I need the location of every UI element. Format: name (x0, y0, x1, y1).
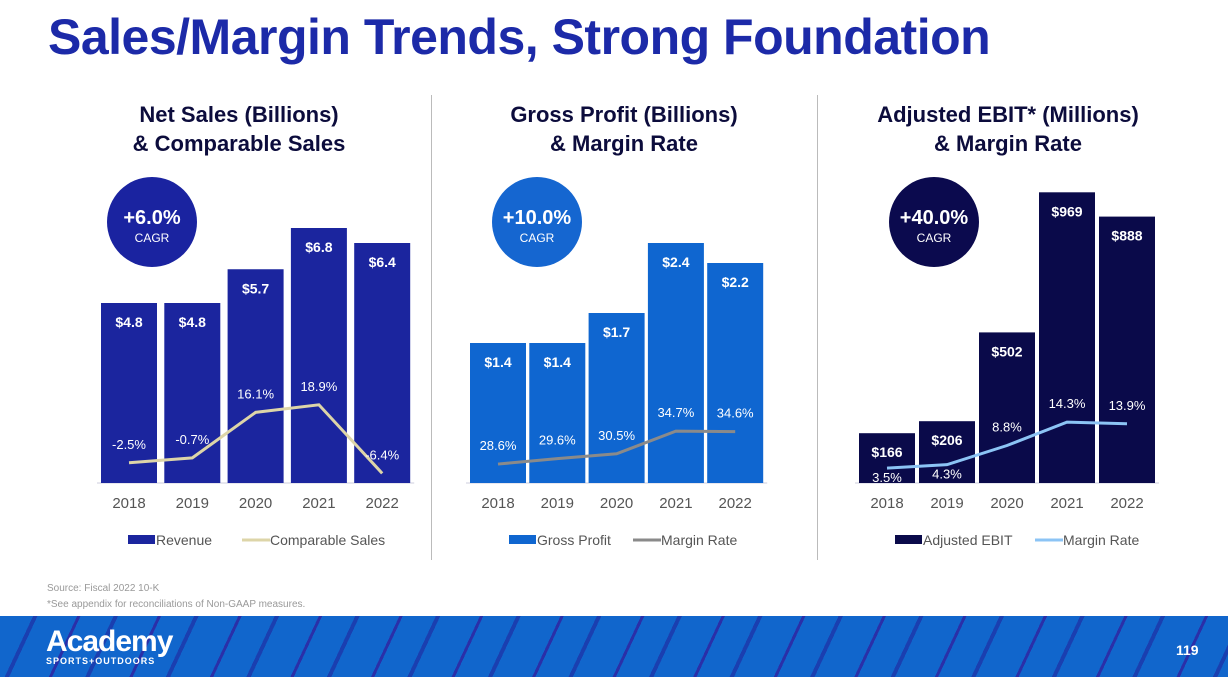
bar-value-label: $1.4 (544, 354, 571, 370)
line-value-label: 34.7% (657, 405, 694, 420)
line-value-label: 3.5% (872, 470, 902, 485)
divider (431, 95, 432, 560)
bar-value-label: $2.2 (722, 274, 749, 290)
cagr-value: +6.0% (123, 207, 180, 229)
cagr-badge (492, 177, 582, 267)
legend-label: Comparable Sales (270, 532, 385, 548)
x-tick-label: 2022 (1110, 495, 1143, 512)
x-tick-label: 2022 (719, 495, 752, 512)
chart-1-title-line2: & Comparable Sales (132, 131, 346, 156)
bar-value-label: $2.4 (662, 254, 689, 270)
line-value-label: 8.8% (992, 420, 1022, 435)
line-value-label: 29.6% (539, 433, 576, 448)
cagr-badge (107, 177, 197, 267)
line-value-label: 34.6% (717, 406, 754, 421)
chart-3-title-line2: & Margin Rate (934, 131, 1082, 156)
footer-band (0, 616, 1228, 677)
x-tick-label: 2018 (870, 495, 903, 512)
bar (979, 332, 1035, 483)
chart-3-title: Adjusted EBIT* (Millions) & Margin Rate (843, 100, 1173, 158)
bar (1099, 216, 1155, 483)
chart-1-title: Net Sales (Billions) & Comparable Sales (74, 100, 404, 158)
bar (354, 243, 411, 483)
legend-swatch-bar (128, 535, 155, 544)
bar-value-label: $888 (1111, 228, 1142, 244)
x-tick-label: 2020 (600, 495, 633, 512)
chart-2-title-line1: Gross Profit (Billions) (510, 102, 738, 127)
x-tick-label: 2022 (366, 495, 399, 512)
line-value-label: 28.6% (480, 438, 517, 453)
legend-label: Margin Rate (661, 532, 737, 548)
bar-value-label: $5.7 (242, 280, 269, 296)
x-tick-label: 2021 (659, 495, 692, 512)
x-tick-label: 2021 (302, 495, 335, 512)
bar-value-label: $206 (931, 432, 962, 448)
line-series (497, 429, 736, 466)
bar-value-label: $969 (1051, 203, 1082, 219)
cagr-label: CAGR (917, 231, 952, 245)
x-tick-label: 2019 (930, 495, 963, 512)
legend-label: Adjusted EBIT (923, 532, 1013, 548)
bar (919, 421, 975, 483)
chart-1-title-line1: Net Sales (Billions) (139, 102, 339, 127)
gaap-note: *See appendix for reconciliations of Non… (47, 599, 306, 610)
academy-logo: Academy (46, 625, 173, 658)
line-value-label: 13.9% (1109, 398, 1146, 413)
line-value-label: 16.1% (237, 386, 274, 401)
bar (164, 303, 221, 483)
x-tick-label: 2018 (112, 495, 145, 512)
bar-value-label: $1.4 (484, 354, 511, 370)
line-value-label: 14.3% (1049, 396, 1086, 411)
x-tick-label: 2019 (541, 495, 574, 512)
line-value-label: 18.9% (300, 379, 337, 394)
line-value-label: -0.7% (175, 432, 209, 447)
line-value-label: -2.5% (112, 437, 146, 452)
legend-swatch-bar (509, 535, 536, 544)
bar (227, 269, 284, 483)
bar-value-label: $4.8 (115, 314, 142, 330)
legend-label: Revenue (156, 532, 212, 548)
bar (859, 433, 915, 483)
chart-3-title-line1: Adjusted EBIT* (Millions) (877, 102, 1139, 127)
x-tick-label: 2020 (239, 495, 272, 512)
x-tick-label: 2020 (990, 495, 1023, 512)
divider (817, 95, 818, 560)
cagr-label: CAGR (520, 231, 555, 245)
x-tick-label: 2021 (1050, 495, 1083, 512)
page-number: 119 (1176, 642, 1199, 658)
line-value-label: 30.5% (598, 428, 635, 443)
bar-value-label: $6.8 (305, 239, 332, 255)
cagr-value: +10.0% (503, 207, 572, 229)
source-note: Source: Fiscal 2022 10-K (47, 583, 160, 594)
bar-value-label: $502 (991, 343, 1022, 359)
academy-logo-subtitle: SPORTS+OUTDOORS (46, 656, 156, 666)
bar (1039, 192, 1095, 484)
bar-value-label: $4.8 (179, 314, 206, 330)
legend-label: Gross Profit (537, 532, 611, 548)
line-value-label: -6.4% (365, 447, 399, 462)
x-tick-label: 2018 (481, 495, 514, 512)
x-tick-label: 2019 (176, 495, 209, 512)
slide-title: Sales/Margin Trends, Strong Foundation (48, 9, 991, 65)
legend-swatch-bar (895, 535, 922, 544)
bar-value-label: $166 (871, 444, 902, 460)
bar-value-label: $6.4 (369, 254, 396, 270)
cagr-badge (889, 177, 979, 267)
cagr-label: CAGR (135, 231, 170, 245)
bar (707, 263, 764, 483)
cagr-value: +40.0% (900, 207, 969, 229)
legend-label: Margin Rate (1063, 532, 1139, 548)
line-value-label: 4.3% (932, 467, 962, 482)
chart-2-title: Gross Profit (Billions) & Margin Rate (459, 100, 789, 158)
bar (101, 303, 157, 483)
line-series (128, 403, 384, 475)
bar-value-label: $1.7 (603, 324, 630, 340)
line-series (886, 420, 1128, 470)
bar (647, 243, 704, 483)
bar (290, 228, 347, 483)
bar (470, 343, 526, 483)
chart-2-title-line2: & Margin Rate (550, 131, 698, 156)
